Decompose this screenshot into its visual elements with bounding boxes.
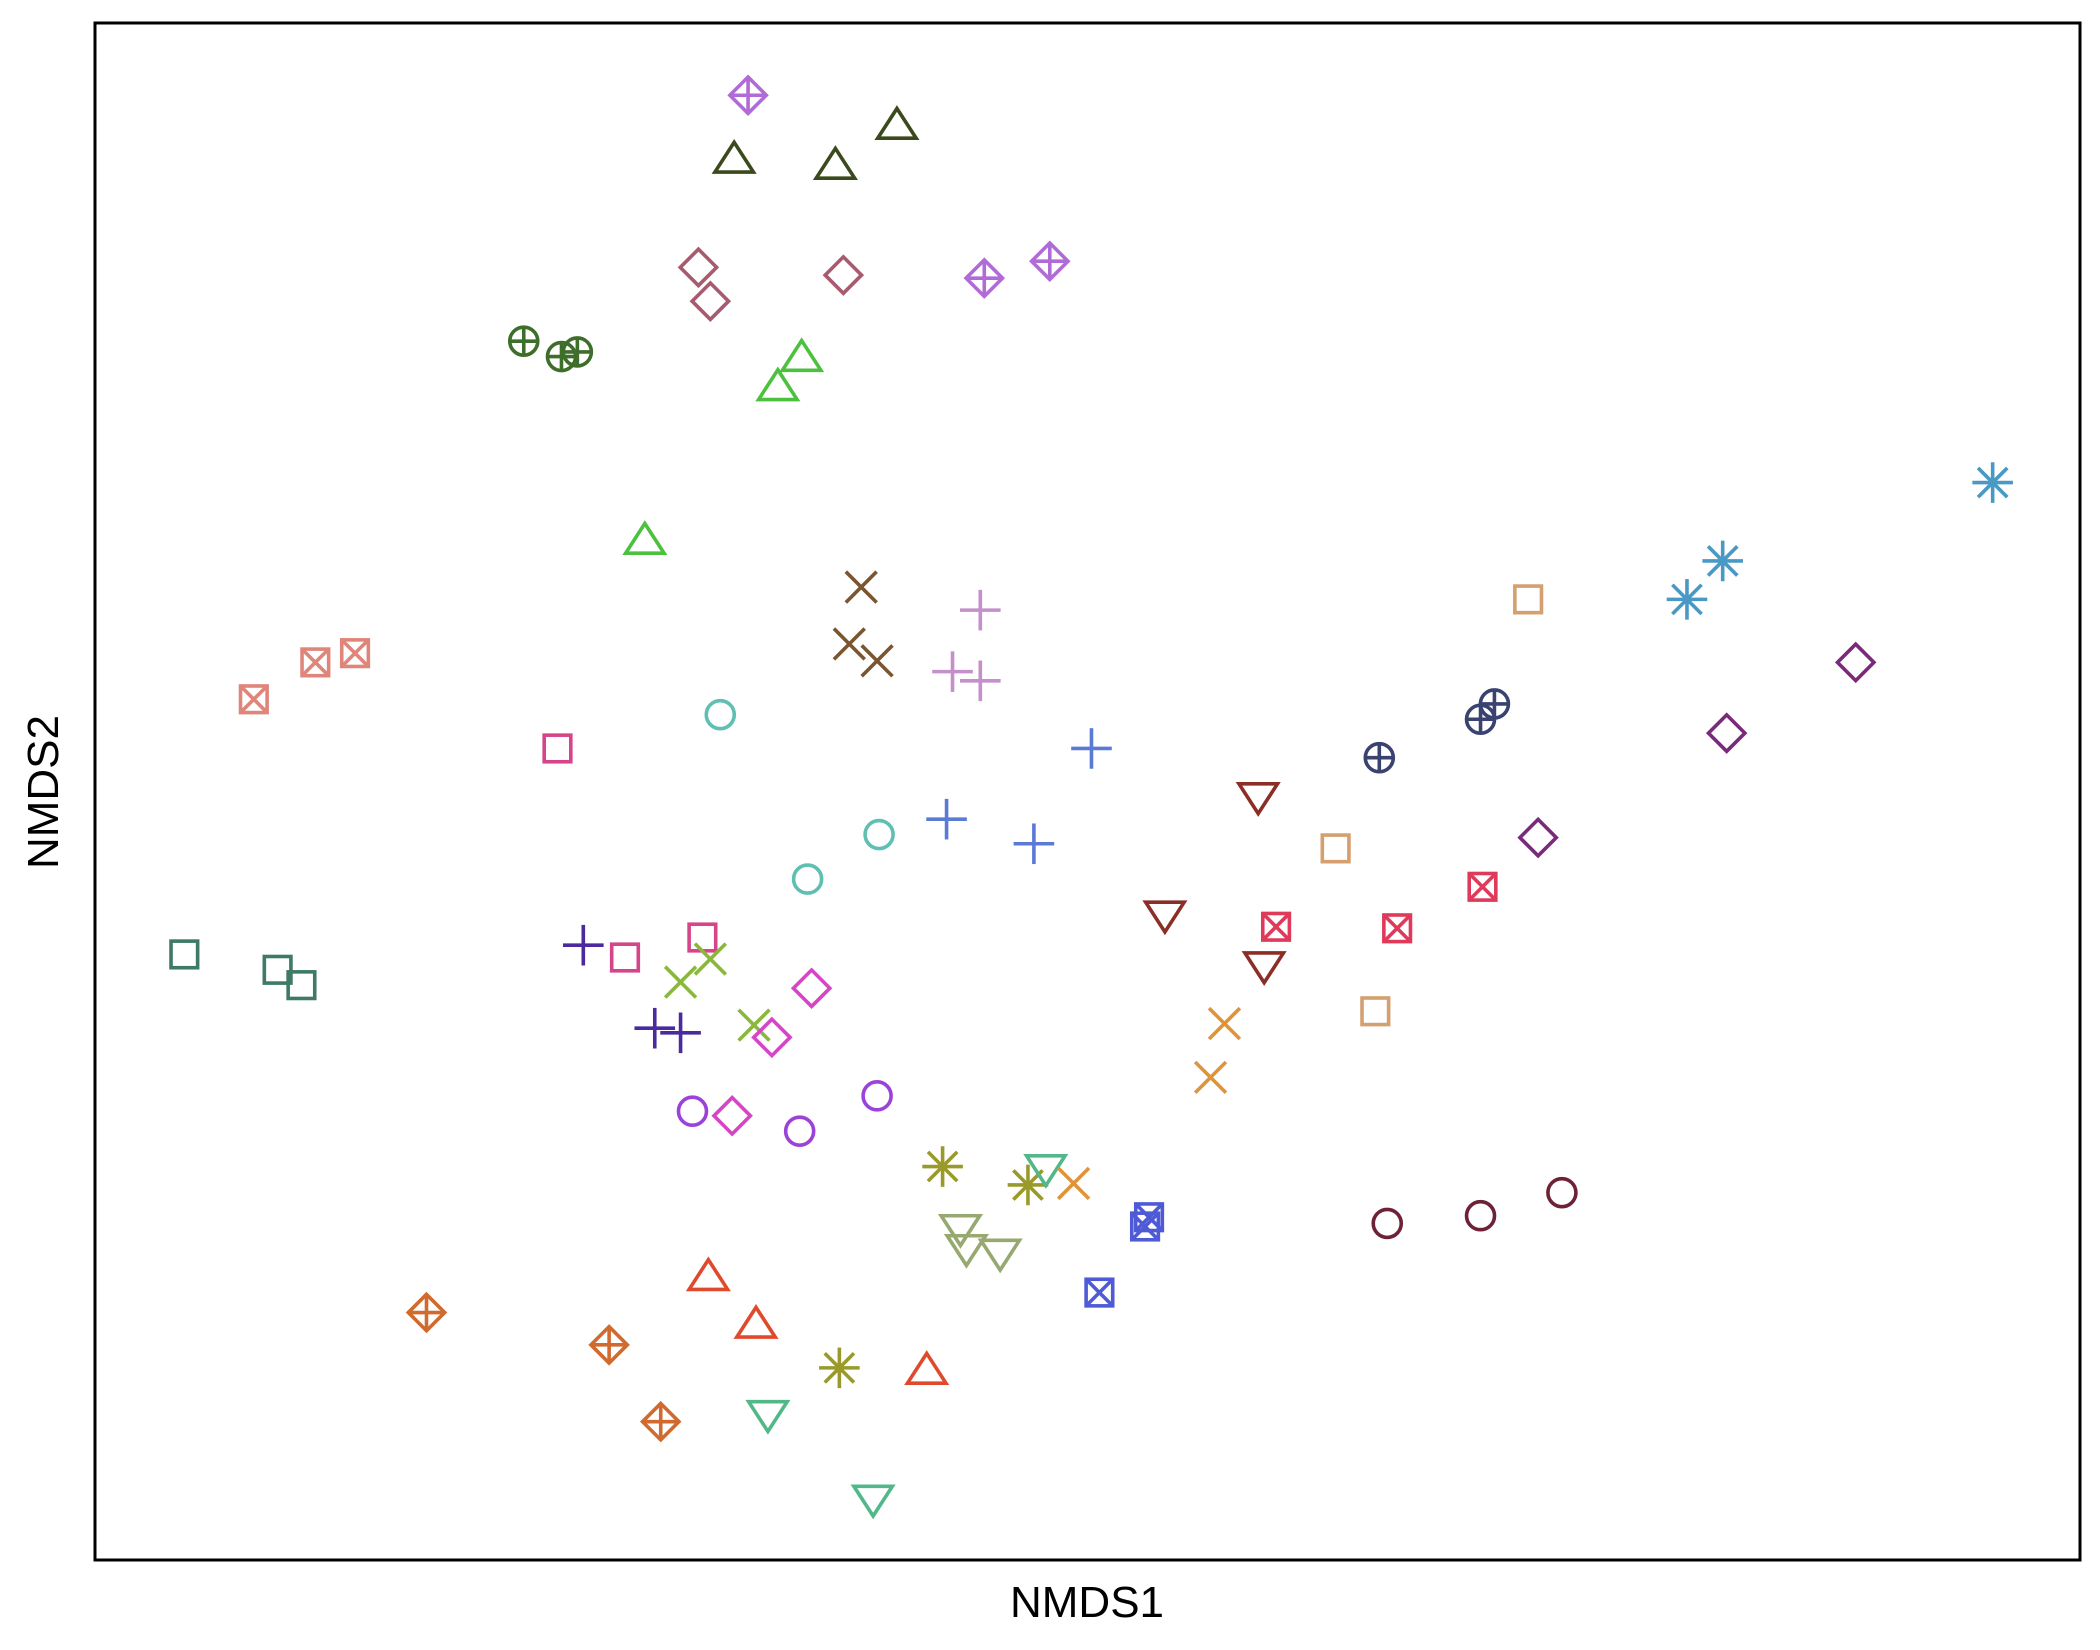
data-point (169, 939, 200, 970)
data-point (926, 798, 967, 840)
data-point (727, 74, 769, 116)
data-point (1834, 641, 1877, 684)
data-point (1371, 1207, 1404, 1240)
data-point (751, 1016, 793, 1059)
points-layer (169, 74, 2013, 1520)
data-point (963, 257, 1006, 299)
data-point (1084, 1277, 1115, 1308)
data-point (545, 340, 578, 373)
data-point (1972, 462, 2013, 503)
data-point (677, 246, 720, 289)
data-point (1464, 1199, 1497, 1232)
data-point (737, 1008, 771, 1042)
data-point (977, 1238, 1023, 1274)
data-point (783, 1115, 816, 1147)
data-point (1207, 1006, 1242, 1041)
data-point (922, 1146, 963, 1187)
data-point (1666, 579, 1708, 620)
data-point (904, 1350, 950, 1385)
data-point (860, 644, 894, 678)
data-point (874, 105, 920, 141)
data-point (563, 924, 604, 966)
data-point (960, 660, 1001, 702)
data-point (791, 863, 824, 895)
data-point (1320, 833, 1351, 864)
data-point (1382, 913, 1413, 944)
data-point (663, 965, 698, 999)
data-point (1235, 782, 1281, 817)
data-point (1142, 900, 1188, 936)
data-point (960, 589, 1001, 631)
data-point (711, 1095, 753, 1137)
x-axis-title: NMDS1 (1010, 1578, 1164, 1627)
data-point (1129, 1211, 1161, 1242)
data-point (711, 138, 757, 174)
data-point (300, 647, 331, 678)
data-point (1023, 1154, 1069, 1189)
data-point (1705, 712, 1748, 754)
data-point (1193, 1060, 1228, 1095)
data-point (1029, 240, 1071, 282)
data-point (588, 1324, 630, 1366)
data-point (685, 1256, 731, 1292)
data-point (507, 325, 540, 357)
data-point (286, 970, 317, 1001)
data-point (1260, 911, 1292, 942)
data-point (1467, 871, 1498, 902)
data-point (238, 684, 269, 715)
data-point (561, 336, 594, 368)
y-axis-title: NMDS2 (19, 715, 68, 869)
data-point (660, 1012, 701, 1054)
data-point (339, 638, 371, 669)
data-point (1702, 540, 1743, 582)
data-point (1513, 584, 1544, 615)
data-point (1241, 951, 1287, 986)
data-point (1517, 816, 1559, 859)
data-point (779, 337, 825, 373)
data-point (850, 1484, 896, 1520)
data-point (1478, 688, 1511, 720)
data-point (1546, 1176, 1578, 1209)
data-point (689, 280, 732, 322)
data-point (812, 145, 858, 180)
data-point (704, 698, 737, 731)
data-point (861, 1080, 893, 1112)
data-point (622, 520, 668, 556)
data-point (932, 651, 973, 692)
plot-frame (93, 21, 2082, 1562)
data-point (687, 922, 718, 953)
data-point (634, 1007, 676, 1049)
data-point (819, 1347, 860, 1389)
data-point (937, 1213, 984, 1249)
data-point (790, 967, 833, 1009)
data-point (943, 1233, 989, 1269)
data-point (1056, 1166, 1091, 1201)
data-point (745, 1399, 791, 1435)
data-point (1360, 996, 1391, 1027)
data-point (1013, 823, 1055, 865)
data-point (693, 942, 728, 976)
data-point (832, 627, 866, 661)
data-point (822, 254, 865, 296)
data-point (609, 942, 641, 973)
data-point (863, 818, 895, 851)
data-point (1071, 728, 1112, 769)
data-point (1007, 1164, 1049, 1206)
data-point (755, 366, 801, 402)
data-point (676, 1095, 709, 1127)
data-point (1363, 741, 1396, 774)
data-point (542, 733, 573, 764)
data-point (405, 1291, 448, 1334)
data-point (844, 570, 878, 604)
data-point (639, 1400, 682, 1443)
data-point (262, 954, 293, 985)
data-point (733, 1304, 779, 1339)
